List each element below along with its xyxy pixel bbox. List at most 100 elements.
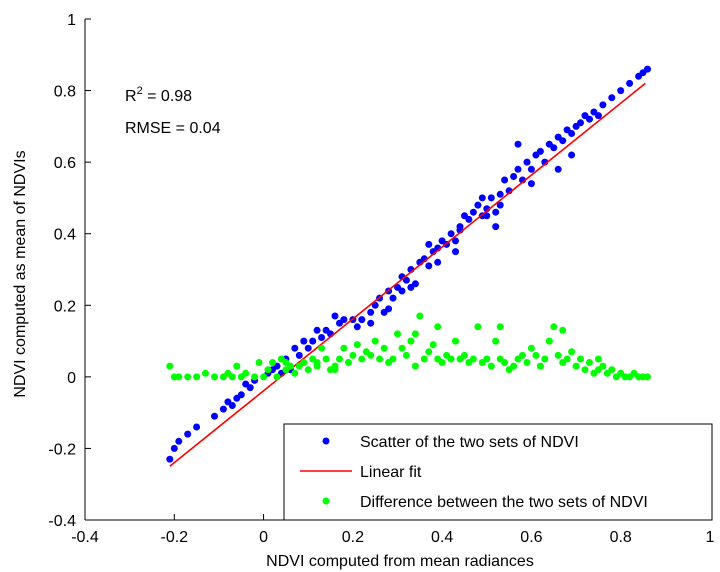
plot-area xyxy=(166,65,651,467)
data-point xyxy=(402,351,410,359)
series-1 xyxy=(169,82,646,467)
data-point xyxy=(452,248,459,256)
data-point xyxy=(389,294,397,302)
data-point xyxy=(175,437,183,445)
y-tick-label: 0.8 xyxy=(54,84,76,101)
data-point xyxy=(295,351,303,359)
data-point xyxy=(492,337,500,345)
y-tick-label: 0 xyxy=(67,370,76,387)
data-point xyxy=(367,319,375,327)
data-point xyxy=(237,391,245,399)
legend-label: Linear fit xyxy=(360,464,422,481)
data-point xyxy=(318,344,326,352)
data-point xyxy=(496,190,504,198)
data-point xyxy=(269,359,276,366)
data-point xyxy=(246,384,254,392)
data-point xyxy=(344,359,352,366)
data-point xyxy=(193,423,201,431)
y-tick-label: 0.2 xyxy=(54,298,76,315)
data-point xyxy=(492,208,500,216)
data-point xyxy=(577,119,584,127)
data-point xyxy=(304,366,312,374)
y-tick-label: 0.4 xyxy=(54,227,76,244)
y-tick-label: -0.4 xyxy=(48,513,76,530)
data-point xyxy=(264,366,272,374)
legend-box xyxy=(283,423,713,521)
data-point xyxy=(300,337,308,345)
x-tick-label: -0.2 xyxy=(160,529,188,546)
data-point xyxy=(367,351,375,359)
x-tick-label: 0 xyxy=(259,529,268,546)
data-point xyxy=(211,373,218,381)
data-point xyxy=(228,373,236,381)
legend-point-marker xyxy=(322,437,330,445)
data-point xyxy=(644,373,651,381)
y-tick-label: 1 xyxy=(67,12,76,29)
data-point xyxy=(380,344,388,352)
data-point xyxy=(510,173,518,180)
data-point xyxy=(554,165,562,173)
data-point xyxy=(599,362,607,370)
data-point xyxy=(389,355,397,363)
data-point xyxy=(166,362,174,370)
data-point xyxy=(322,355,330,363)
data-point xyxy=(175,373,183,381)
data-point xyxy=(581,366,589,374)
data-point xyxy=(353,341,361,349)
data-point xyxy=(586,359,593,366)
data-point xyxy=(300,359,308,366)
data-point xyxy=(184,430,192,438)
data-point xyxy=(416,312,424,320)
x-axis-label: NDVI computed from mean radiances xyxy=(266,553,534,570)
data-point xyxy=(402,276,410,284)
data-point xyxy=(425,348,433,356)
y-tick-label: -0.2 xyxy=(48,441,76,458)
legend: Scatter of the two sets of NDVI Linear fi… xyxy=(283,423,713,521)
data-point xyxy=(447,230,455,238)
data-point xyxy=(501,176,509,184)
data-point xyxy=(371,337,379,345)
data-point xyxy=(358,316,366,324)
data-point xyxy=(452,237,459,245)
data-point xyxy=(527,165,535,173)
x-axis: -0.4 -0.2 0 0.2 0.4 0.6 0.8 1 xyxy=(71,514,715,546)
data-point xyxy=(340,316,348,324)
legend-label: Scatter of the two sets of NDVI xyxy=(360,434,579,451)
data-point xyxy=(563,355,571,363)
data-point xyxy=(554,351,562,359)
data-point xyxy=(608,94,616,102)
data-point xyxy=(559,326,567,334)
series-2 xyxy=(166,312,651,381)
data-point xyxy=(228,402,236,409)
data-point xyxy=(398,287,406,295)
rmse-annotation: RMSE = 0.04 xyxy=(125,120,221,137)
data-point xyxy=(474,323,482,331)
data-point xyxy=(559,137,567,145)
data-point xyxy=(501,359,509,366)
data-point xyxy=(474,201,482,209)
data-point xyxy=(429,341,437,349)
data-point xyxy=(510,362,518,370)
data-point xyxy=(291,369,299,377)
data-point xyxy=(496,323,504,331)
data-point xyxy=(536,147,544,155)
data-point xyxy=(487,194,495,202)
data-point xyxy=(527,344,535,352)
data-point xyxy=(594,112,602,120)
data-point xyxy=(211,412,218,420)
data-point xyxy=(420,355,428,363)
data-point xyxy=(170,444,178,452)
data-point xyxy=(536,362,544,370)
data-point xyxy=(184,373,192,381)
data-point xyxy=(594,355,602,363)
data-point xyxy=(550,144,558,152)
data-point xyxy=(336,355,343,363)
data-point xyxy=(219,405,227,413)
data-point xyxy=(523,158,531,166)
data-point xyxy=(273,373,281,381)
data-point xyxy=(492,223,500,231)
x-tick-label: -0.4 xyxy=(71,529,99,546)
x-tick-label: 1 xyxy=(706,529,715,546)
data-point xyxy=(617,87,625,95)
data-point xyxy=(434,258,442,266)
